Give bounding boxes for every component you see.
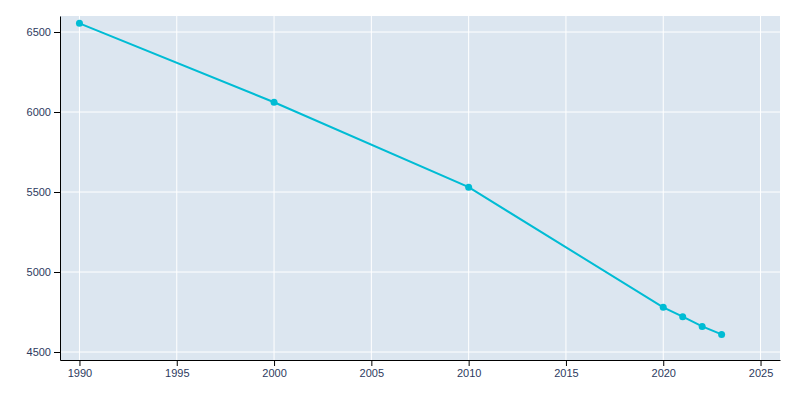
point [465, 184, 472, 191]
point [699, 323, 706, 330]
grid-line-y [60, 272, 780, 273]
tick-mark [566, 360, 567, 366]
tick-label: 4500 [27, 346, 51, 358]
axis-line [61, 360, 781, 361]
tick-mark [663, 360, 664, 366]
point [679, 313, 686, 320]
line [79, 23, 721, 334]
tick-label: 2025 [749, 367, 773, 379]
point [718, 331, 725, 338]
grid-line-y [60, 192, 780, 193]
grid-line-x [760, 16, 761, 360]
grid-line-x [79, 16, 80, 360]
tick-label: 6000 [27, 106, 51, 118]
tick: 4500 [27, 346, 60, 358]
grid [60, 16, 780, 360]
tick-label: 2005 [360, 367, 384, 379]
tick-label: 2000 [262, 367, 286, 379]
tick: 1995 [165, 360, 189, 379]
tick-label: 2010 [457, 367, 481, 379]
tick-mark [54, 352, 60, 353]
tick-label: 5500 [27, 186, 51, 198]
tick: 2025 [749, 360, 773, 379]
tick: 5500 [27, 186, 60, 198]
tick: 2015 [554, 360, 578, 379]
tick-mark [761, 360, 762, 366]
grid-line-x [176, 16, 177, 360]
point [660, 304, 667, 311]
tick-mark [79, 360, 80, 366]
tick-mark [54, 192, 60, 193]
tick-mark [54, 272, 60, 273]
tick-mark [469, 360, 470, 366]
tick: 2000 [262, 360, 286, 379]
tick-label: 5000 [27, 266, 51, 278]
y-axis: 4500 5000 5500 6000 6500 [27, 17, 61, 361]
axis-line [60, 17, 61, 361]
tick: 2010 [457, 360, 481, 379]
tick-mark [371, 360, 372, 366]
point [271, 99, 278, 106]
series [76, 20, 725, 338]
tick-label: 6500 [27, 26, 51, 38]
tick-mark [54, 112, 60, 113]
tick-mark [54, 32, 60, 33]
plot-area: 1990 1995 2000 2005 2010 2015 2020 2025 4500 5000… [27, 16, 781, 379]
grid-line-y [60, 112, 780, 113]
tick: 1990 [68, 360, 92, 379]
grid-line-y [60, 32, 780, 33]
tick: 6000 [27, 106, 60, 118]
chart: 1990 1995 2000 2005 2010 2015 2020 2025 4500 5000… [0, 0, 800, 400]
tick: 2020 [652, 360, 676, 379]
tick-mark [177, 360, 178, 366]
tick: 6500 [27, 26, 60, 38]
tick-label: 1995 [165, 367, 189, 379]
tick-label: 1990 [68, 367, 92, 379]
tick-mark [274, 360, 275, 366]
grid-line-x [371, 16, 372, 360]
tick: 5000 [27, 266, 60, 278]
tick: 2005 [360, 360, 384, 379]
grid-line-x [565, 16, 566, 360]
grid-line-x [274, 16, 275, 360]
plot-background [60, 16, 780, 360]
point [76, 20, 83, 27]
tick-label: 2020 [652, 367, 676, 379]
tick-label: 2015 [554, 367, 578, 379]
grid-line-y [60, 352, 780, 353]
x-axis: 1990 1995 2000 2005 2010 2015 2020 2025 [61, 360, 781, 379]
